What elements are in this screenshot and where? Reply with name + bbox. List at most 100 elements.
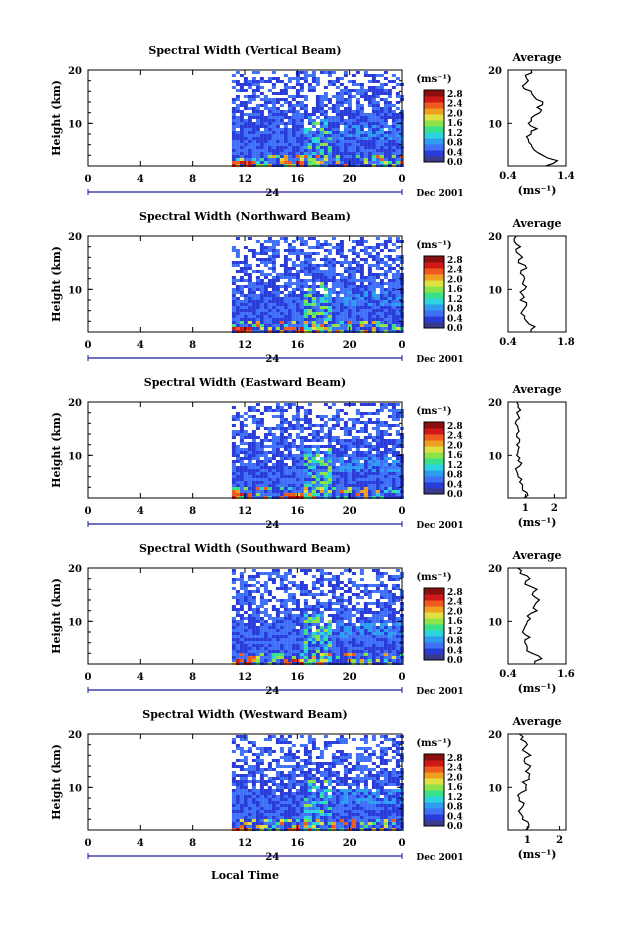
y-tick-label: 10 xyxy=(68,285,82,296)
colorbar-tick-label: 0.0 xyxy=(447,490,463,500)
heatmap-cell xyxy=(243,95,248,98)
heatmap-cell xyxy=(303,143,308,146)
heatmap-cell xyxy=(359,659,364,662)
heatmap-cell xyxy=(359,484,364,487)
heatmap-cell xyxy=(275,409,280,412)
heatmap-cell xyxy=(347,457,352,460)
heatmap-cell xyxy=(267,457,272,460)
heatmap-cell xyxy=(307,318,312,321)
heatmap-cell xyxy=(299,659,304,662)
heatmap-cell xyxy=(283,484,288,487)
heatmap-cell xyxy=(315,620,320,623)
heatmap-cell xyxy=(335,656,340,659)
heatmap-cell xyxy=(239,74,244,77)
heatmap-cell xyxy=(287,490,292,493)
heatmap-cell xyxy=(287,569,292,572)
heatmap-cell xyxy=(239,490,244,493)
heatmap-cell xyxy=(243,134,248,137)
heatmap-cell xyxy=(267,572,272,575)
heatmap-cell xyxy=(271,285,276,288)
heatmap-cell xyxy=(255,149,260,152)
heatmap-cell xyxy=(283,644,288,647)
heatmap-cell xyxy=(323,433,328,436)
colorbar-swatch xyxy=(424,618,444,625)
heatmap-cell xyxy=(239,285,244,288)
heatmap-cell xyxy=(275,415,280,418)
heatmap-cell xyxy=(251,481,256,484)
heatmap-cell xyxy=(295,74,300,77)
heatmap-cell xyxy=(391,475,396,478)
heatmap-cell xyxy=(283,753,288,756)
heatmap-cell xyxy=(363,98,368,101)
heatmap-cell xyxy=(347,430,352,433)
heatmap-cell xyxy=(343,635,348,638)
heatmap-cell xyxy=(355,270,360,273)
heatmap-cell xyxy=(303,439,308,442)
heatmap-cell xyxy=(387,747,392,750)
heatmap-cell xyxy=(267,134,272,137)
heatmap-cell xyxy=(323,602,328,605)
heatmap-cell xyxy=(299,768,304,771)
heatmap-cell xyxy=(291,463,296,466)
heatmap-cell xyxy=(259,98,264,101)
heatmap-cell xyxy=(387,158,392,161)
heatmap-cell xyxy=(371,472,376,475)
heatmap-cell xyxy=(355,134,360,137)
heatmap-cell xyxy=(287,596,292,599)
heatmap-cell xyxy=(387,306,392,309)
heatmap-cell xyxy=(315,246,320,249)
heatmap-cell xyxy=(327,125,332,128)
heatmap-cell xyxy=(235,143,240,146)
heatmap-cell xyxy=(315,80,320,83)
heatmap-cell xyxy=(323,131,328,134)
heatmap-cell xyxy=(255,300,260,303)
heatmap-cell xyxy=(295,95,300,98)
heatmap-cell xyxy=(367,756,372,759)
heatmap-cell xyxy=(279,324,284,327)
heatmap-cell xyxy=(347,587,352,590)
heatmap-cell xyxy=(339,77,344,80)
heatmap-cell xyxy=(251,741,256,744)
colorbar-swatch xyxy=(424,452,444,459)
heatmap-cell xyxy=(231,647,236,650)
heatmap-cell xyxy=(259,318,264,321)
heatmap-cell xyxy=(371,128,376,131)
heatmap-cell xyxy=(391,620,396,623)
heatmap-cell xyxy=(295,297,300,300)
heatmap-cell xyxy=(247,140,252,143)
heatmap-cell xyxy=(355,92,360,95)
heatmap-cell xyxy=(295,258,300,261)
heatmap-cell xyxy=(355,762,360,765)
heatmap-cell xyxy=(247,650,252,653)
heatmap-cell xyxy=(299,122,304,125)
heatmap-cell xyxy=(279,409,284,412)
heatmap-cell xyxy=(247,614,252,617)
heatmap-cell xyxy=(275,101,280,104)
heatmap-cell xyxy=(343,765,348,768)
heatmap-cell xyxy=(347,756,352,759)
heatmap-cell xyxy=(303,285,308,288)
heatmap-cell xyxy=(383,469,388,472)
heatmap-cell xyxy=(339,484,344,487)
heatmap-cell xyxy=(339,581,344,584)
heatmap-cell xyxy=(231,86,236,89)
colorbar-tick-label: 0.4 xyxy=(447,314,463,324)
heatmap-cell xyxy=(387,131,392,134)
heatmap-cell xyxy=(315,137,320,140)
heatmap-cell xyxy=(271,327,276,330)
heatmap-cell xyxy=(379,140,384,143)
heatmap-cell xyxy=(231,321,236,324)
heatmap-cell xyxy=(295,77,300,80)
heatmap-cell xyxy=(275,738,280,741)
heatmap-cell xyxy=(335,647,340,650)
heatmap-cell xyxy=(307,487,312,490)
heatmap-cell xyxy=(311,246,316,249)
heatmap-cell xyxy=(367,481,372,484)
heatmap-cell xyxy=(327,463,332,466)
heatmap-cell xyxy=(327,572,332,575)
colorbar-tick-label: 2.8 xyxy=(447,588,463,598)
heatmap-cell xyxy=(311,584,316,587)
y-axis-title: Height (km) xyxy=(50,80,63,156)
heatmap-cell xyxy=(267,258,272,261)
heatmap-cell xyxy=(335,614,340,617)
